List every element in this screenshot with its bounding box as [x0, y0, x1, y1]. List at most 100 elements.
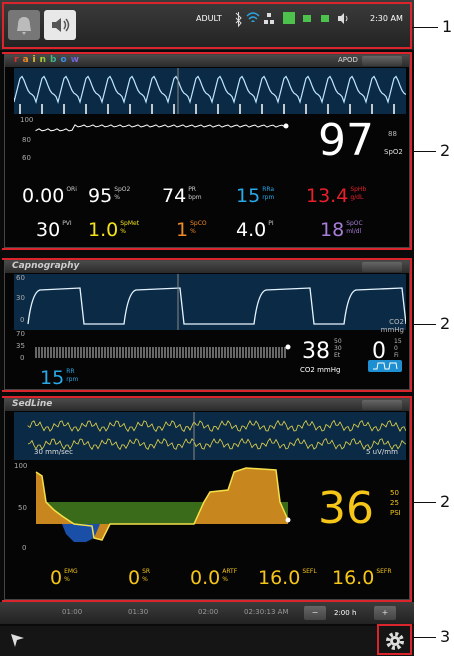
axis-label: 100	[20, 116, 34, 124]
panel-header	[5, 399, 409, 411]
etco2-limits: 50 30 Et	[334, 338, 342, 359]
axis-label: 0	[20, 316, 25, 324]
parameter-unit: %	[114, 194, 120, 201]
timeline-tick: 01:30	[128, 608, 149, 616]
parameter-unit: %	[120, 228, 126, 235]
waveform-button[interactable]	[368, 360, 402, 372]
parameter: 30 PVI	[36, 220, 72, 240]
parameter-labels: ARTF%	[222, 568, 237, 584]
panel-header	[5, 261, 409, 273]
parameter-label: PVI	[62, 220, 72, 227]
patient-mode: ADULT	[196, 14, 222, 23]
wave-bg	[14, 412, 406, 460]
parameter-value: 0.00	[22, 185, 65, 207]
wave-bg	[14, 68, 406, 114]
status-icons	[235, 12, 348, 28]
psi-label: PSI	[390, 509, 401, 517]
parameter-labels: SR%	[142, 568, 150, 584]
parameter-value: 1	[176, 219, 189, 241]
parameter-unit: rpm	[66, 376, 79, 383]
limit-high: 50	[334, 338, 342, 345]
limit-high: 50	[390, 489, 399, 497]
parameter-unit: %	[190, 228, 196, 235]
axis-label: 70	[16, 330, 25, 338]
trend-bars	[35, 347, 286, 358]
eeg-line	[27, 437, 406, 451]
callout-number: 1	[442, 17, 453, 36]
fico2-label: Fi	[394, 352, 399, 359]
zoom-out-button[interactable]: −	[304, 606, 326, 620]
trend-line	[35, 124, 286, 132]
axis-label: 100	[14, 462, 28, 470]
parameter-label: EMG	[64, 568, 78, 575]
parameter-value: 0.0	[190, 567, 221, 589]
highlight-box	[2, 52, 412, 250]
co2-unit: CO2 mmHg	[300, 366, 341, 374]
parameter: 95 SpO2%	[88, 186, 130, 206]
spo2-label: SpO2	[384, 148, 403, 156]
wave-icon	[373, 362, 398, 370]
fico2-limits: 15 0 Fi	[394, 338, 402, 359]
parameter-label: SpOC	[346, 220, 363, 227]
parameter-label: ARTF	[222, 568, 238, 575]
zoom-in-button[interactable]: +	[374, 606, 396, 620]
parameter-value: 15	[40, 367, 65, 389]
parameter-value: 74	[162, 185, 187, 207]
bottom-bar	[0, 626, 414, 656]
dropdown-button[interactable]	[362, 400, 402, 410]
limit-high: 15	[394, 338, 402, 345]
trend-end	[285, 517, 291, 523]
axis-label: 80	[22, 136, 31, 144]
parameter-value: 13.4	[306, 185, 349, 207]
parameter-unit: %	[142, 576, 148, 583]
parameter-labels: RR rpm	[66, 368, 78, 384]
callout-line	[412, 27, 438, 28]
eeg-line	[27, 419, 406, 433]
callout-line	[412, 502, 436, 503]
dropdown-button[interactable]	[362, 56, 402, 66]
parameter: 0.0 ARTF%	[190, 568, 237, 588]
parameter-labels: RRa rpm	[262, 186, 274, 202]
parameter-labels: SpHb g/dL	[350, 186, 366, 202]
parameter-label: SEFR	[376, 568, 392, 575]
parameter-value: 0	[128, 567, 141, 589]
parameter-label: SpMet	[120, 220, 140, 227]
parameter: 16.0 SEFL	[258, 568, 317, 588]
axis-label: 0	[20, 354, 25, 362]
parameter-value: 16.0	[332, 567, 375, 589]
etco2-value: 38	[302, 339, 330, 364]
psi-low	[62, 524, 100, 542]
sweep-speed: 30 mm/sec	[34, 448, 73, 456]
alarm-button[interactable]	[8, 10, 40, 40]
parameter-value: 30	[36, 219, 61, 241]
parameter: 74 PR bpm	[162, 186, 202, 206]
parameter-unit: %	[64, 576, 70, 583]
timeline-tick: 02:30:13 AM	[244, 608, 289, 616]
limit-low: 0	[394, 345, 398, 352]
audio-button[interactable]	[44, 10, 76, 40]
parameter-label: SpHb	[350, 186, 367, 193]
highlight-box	[2, 2, 412, 49]
parameter-unit: g/dL	[350, 194, 364, 201]
callout-line	[412, 637, 436, 638]
parameter-labels: ORi	[66, 186, 77, 194]
parameter-labels: SpO2%	[114, 186, 130, 202]
parameter-unit: rpm	[262, 194, 275, 201]
parameter: 16.0 SEFR	[332, 568, 392, 588]
axis-label: 50	[18, 504, 27, 512]
parameter-labels: EMG%	[64, 568, 78, 584]
parameter-labels: SpMet%	[120, 220, 139, 236]
callout-line	[412, 151, 436, 152]
trend-end	[283, 123, 289, 129]
parameter-value: 16.0	[258, 567, 301, 589]
gain: 5 uV/mm	[366, 448, 398, 456]
parameter-label: RRa	[262, 186, 275, 193]
flag-icon[interactable]	[8, 630, 28, 650]
psi-value: 36	[318, 483, 374, 534]
dropdown-button[interactable]	[362, 262, 402, 272]
settings-icon[interactable]	[382, 628, 408, 654]
callout-number: 3	[440, 627, 451, 646]
wave-bg	[14, 274, 406, 330]
parameter-unit: %	[222, 576, 228, 583]
